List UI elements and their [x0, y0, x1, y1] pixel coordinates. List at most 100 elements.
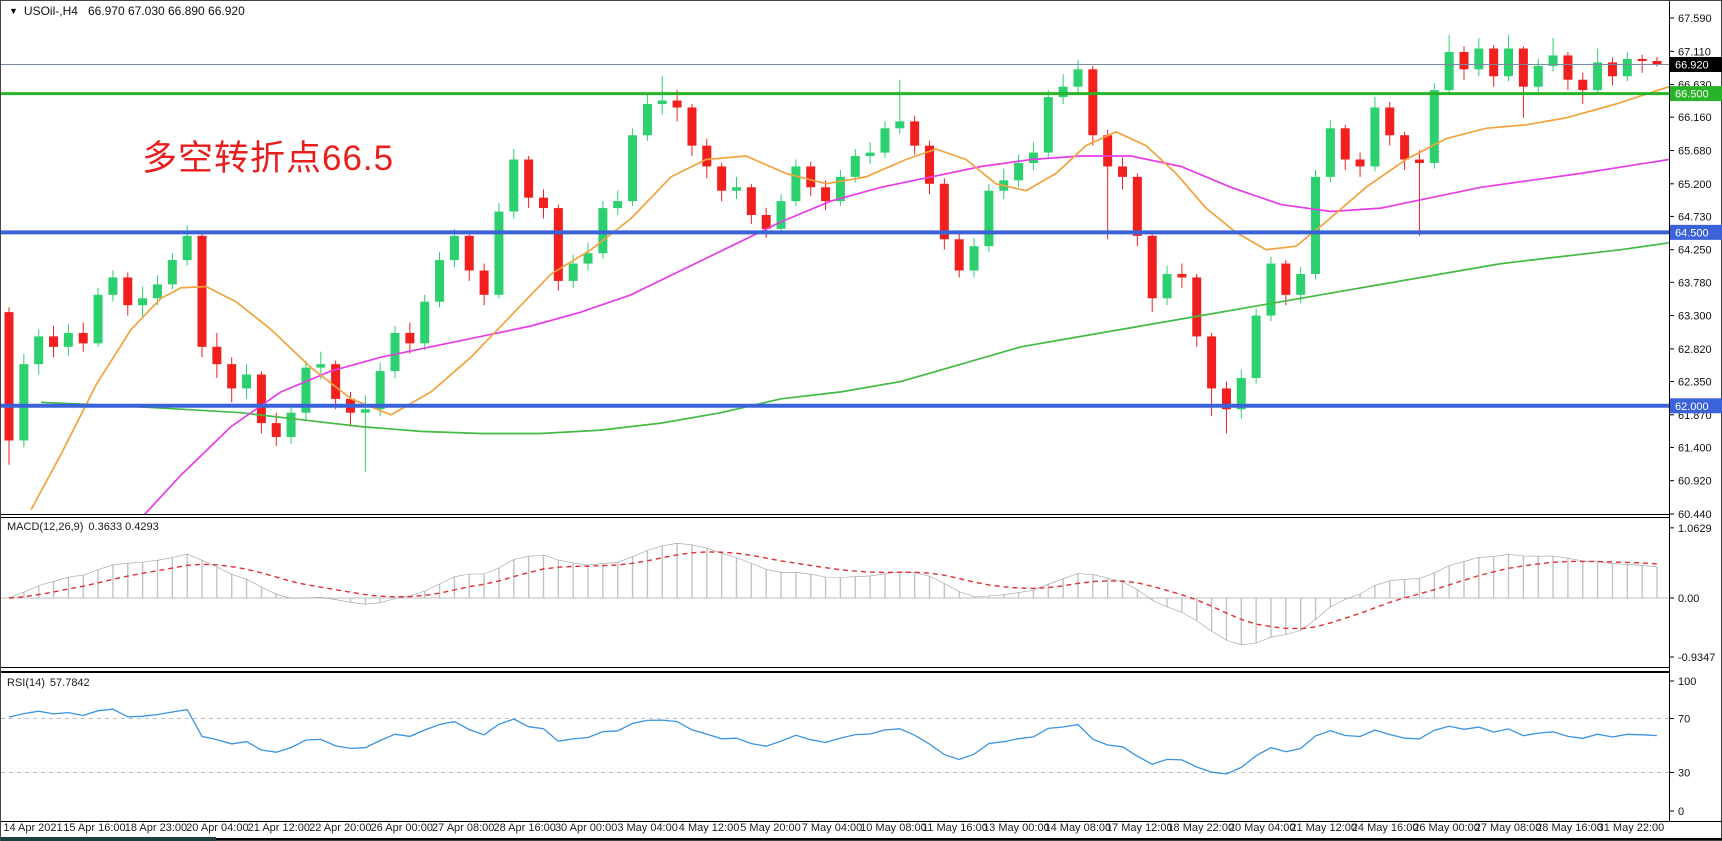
macd-tick-label: -0.9347	[1678, 652, 1715, 664]
time-tick-label: 27 Apr 08:00	[432, 822, 494, 834]
macd-indicator-label: MACD(12,26,9) 0.3633 0.4293	[7, 521, 159, 533]
candle-body	[806, 166, 816, 188]
candle-body	[642, 104, 652, 136]
candle-body	[939, 183, 949, 240]
candle-body	[1251, 315, 1261, 379]
rsi-tick-label: 70	[1678, 714, 1690, 726]
fast-ma-line	[30, 85, 1669, 511]
candle-body	[568, 263, 578, 281]
candle-body	[509, 159, 519, 212]
macd-panel[interactable]	[1, 542, 1669, 646]
rsi-indicator-label: RSI(14) 57.7842	[7, 677, 90, 689]
candle-body	[1429, 90, 1439, 163]
candle-body	[984, 190, 994, 247]
time-tick-label: 21 May 12:00	[1290, 822, 1357, 834]
price-tick-label: 62.820	[1678, 344, 1712, 356]
candle-body	[1370, 107, 1380, 167]
candle-body	[123, 277, 133, 306]
candle-body	[761, 215, 771, 229]
candle-body	[1014, 162, 1024, 181]
candle-body	[702, 145, 712, 167]
candle-body	[271, 423, 281, 437]
candle-body	[1444, 51, 1454, 91]
time-tick-label: 11 May 16:00	[922, 822, 988, 834]
time-tick-label: 4 May 12:00	[679, 822, 740, 834]
candle-body	[4, 312, 14, 441]
candle-body	[687, 107, 697, 146]
candle-body	[138, 298, 148, 306]
candle-body	[78, 332, 88, 344]
candle-body	[1103, 135, 1113, 167]
pivot-level-price-box	[1670, 86, 1722, 102]
candle-body	[360, 409, 370, 413]
macd-histogram	[23, 543, 1658, 645]
candle-body	[1311, 176, 1321, 274]
candle-body	[1296, 273, 1306, 295]
candle-body	[301, 367, 311, 413]
candle-body	[1281, 263, 1291, 295]
candle-body	[316, 364, 326, 368]
candle-body	[1043, 97, 1053, 153]
candle-body	[1504, 48, 1514, 77]
candle-body	[1385, 107, 1395, 136]
candle-body	[1533, 65, 1543, 87]
candle-body	[1489, 48, 1499, 77]
price-tick-label: 65.680	[1678, 145, 1712, 157]
candle-body	[1578, 79, 1588, 91]
time-axis[interactable]: 14 Apr 2021 15 Apr 16:00 18 Apr 23:00 20 Ap…	[3, 822, 1664, 834]
candle-body	[969, 246, 979, 271]
price-tick-label: 63.300	[1678, 311, 1712, 323]
candle-body	[954, 239, 964, 271]
candle-body	[286, 412, 296, 437]
price-axis[interactable]: 67.59067.11066.63066.16065.68065.20064.7…	[1669, 13, 1722, 818]
panel-separator[interactable]	[1, 671, 1669, 673]
candle-body	[1028, 152, 1038, 163]
rsi-line	[8, 708, 1658, 775]
macd-line	[8, 542, 1658, 646]
collapse-triangle-icon[interactable]: ▼	[9, 5, 18, 16]
candle-body	[1622, 58, 1632, 77]
candle-body	[791, 166, 801, 202]
price-tick-label: 66.160	[1678, 112, 1712, 124]
price-tick-label: 62.350	[1678, 376, 1712, 388]
candle-body	[880, 128, 890, 153]
main-price-panel[interactable]	[1, 34, 1669, 524]
macd-values: 0.3633 0.4293	[88, 521, 159, 533]
rsi-tick-label: 0	[1678, 806, 1684, 818]
time-tick-label: 18 Apr 23:00	[125, 822, 187, 834]
candle-body	[34, 336, 44, 365]
candle-body	[1607, 62, 1617, 77]
candle-body	[1266, 263, 1276, 316]
candle-body	[242, 374, 252, 389]
candle-body	[93, 294, 103, 344]
candle-body	[1355, 159, 1365, 167]
candle-body	[449, 235, 459, 261]
candle-body	[583, 253, 593, 264]
support-level-price-label: 62.000	[1675, 401, 1709, 413]
candle-body	[1593, 62, 1603, 91]
time-tick-label: 20 May 04:00	[1229, 822, 1296, 834]
candle-body	[1236, 378, 1246, 410]
candle-body	[1518, 48, 1528, 87]
time-tick-label: 15 Apr 16:00	[63, 822, 125, 834]
price-tick-label: 60.440	[1678, 509, 1712, 521]
candle-body	[182, 235, 192, 261]
ohlc-values-label: 66.970 67.030 66.890 66.920	[87, 4, 245, 18]
candle-body	[850, 156, 860, 177]
time-tick-label: 26 May 00:00	[1413, 822, 1480, 834]
rsi-panel[interactable]	[1, 708, 1669, 775]
time-tick-label: 3 May 04:00	[617, 822, 678, 834]
candles-series	[4, 34, 1662, 472]
pivot-level-price-label: 66.500	[1675, 89, 1709, 101]
candle-body	[1474, 48, 1484, 70]
candle-body	[1147, 235, 1157, 299]
candle-body	[1058, 86, 1068, 98]
price-tick-label: 64.250	[1678, 245, 1712, 257]
mid-ma-line	[143, 155, 1669, 514]
rsi-name: RSI(14)	[7, 677, 45, 689]
candle-body	[405, 332, 415, 344]
time-tick-label: 5 May 20:00	[740, 822, 801, 834]
time-tick-label: 13 May 00:00	[983, 822, 1050, 834]
